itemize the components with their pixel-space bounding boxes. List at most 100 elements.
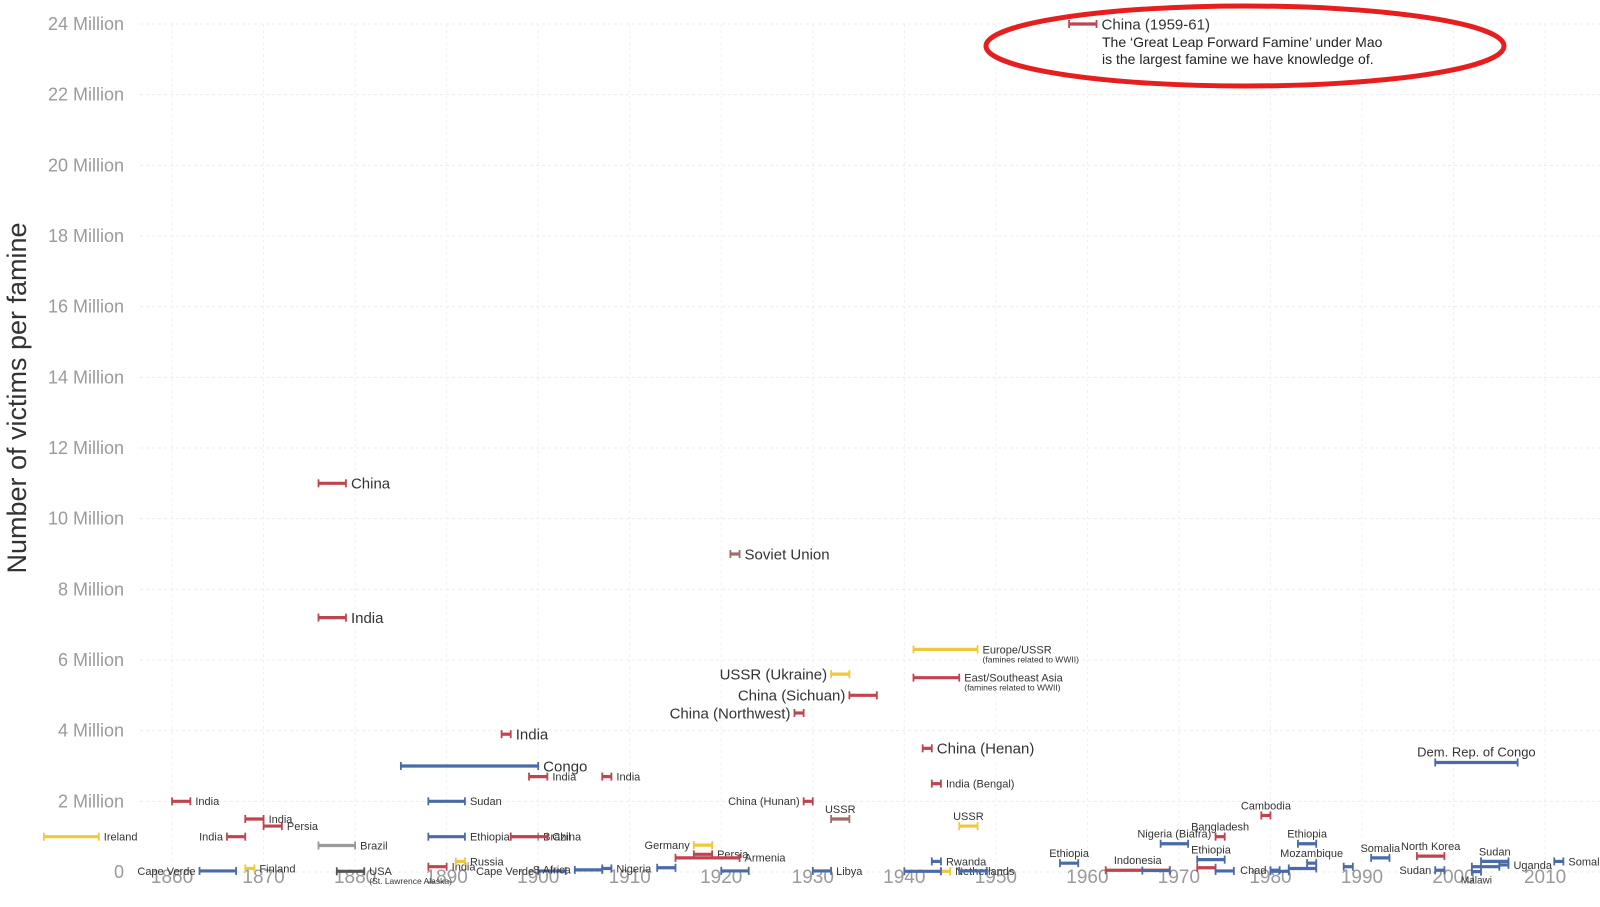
famine-mark <box>656 863 677 872</box>
famine-label: China (Hunan) <box>728 796 800 808</box>
famine-label: USA <box>369 866 392 878</box>
famine-label: Ethiopia <box>1191 845 1232 857</box>
famine-label: Persia <box>287 821 319 833</box>
famine-mark: Armenia <box>674 853 787 865</box>
famine-label: India (Bengal) <box>946 779 1015 791</box>
famine-mark <box>1342 862 1354 871</box>
famine-label: Ethiopia <box>1287 829 1328 841</box>
famine-label: East/Southeast Asia <box>964 673 1063 685</box>
famine-mark <box>1214 866 1235 875</box>
famine-label: Cape Verde <box>476 866 534 878</box>
famine-mark: Brazil <box>317 840 388 852</box>
famine-mark: India <box>244 814 294 826</box>
famine-mark: Nigeria <box>601 863 652 875</box>
famine-mark: China (1959-61) <box>1068 16 1210 33</box>
famine-label: India <box>552 771 577 783</box>
famine-sublabel: (famines related to WWII) <box>964 683 1061 693</box>
famine-mark <box>1287 864 1318 873</box>
famine-mark: Ethiopia <box>1191 845 1232 864</box>
y-tick-label: 24 Million <box>48 14 124 34</box>
famine-label: Somalia <box>1568 856 1600 868</box>
famine-label: Germany <box>645 840 691 852</box>
famine-label: Ireland <box>104 832 138 844</box>
famine-mark: India <box>528 771 577 783</box>
famine-label: Nigeria <box>616 863 652 875</box>
famine-mark <box>958 866 988 875</box>
famine-label: Brazil <box>543 832 571 844</box>
famine-label: Sudan <box>1399 865 1431 877</box>
famine-mark: Nigeria (Biafra) <box>1137 829 1211 848</box>
famine-mark: Russia <box>454 856 505 868</box>
y-tick-label: 22 Million <box>48 85 124 105</box>
y-tick-label: 8 Million <box>58 579 124 599</box>
famine-label: India <box>452 862 477 874</box>
famine-label: Armenia <box>745 853 787 865</box>
famine-mark: Europe/USSR(famines related to WWII) <box>912 644 1079 664</box>
famine-label: Mozambique <box>1280 848 1343 860</box>
famine-label: Soviet Union <box>745 546 830 563</box>
famine-mark: China <box>509 832 582 844</box>
famine-mark: Sudan <box>1399 865 1446 877</box>
famine-mark <box>1470 862 1501 871</box>
famine-label: India <box>269 814 294 826</box>
famine-mark: China (Northwest) <box>670 705 805 722</box>
famine-label: Rwanda <box>946 856 987 868</box>
famine-mark <box>1141 866 1171 875</box>
y-axis-title: Number of victims per famine <box>2 222 32 573</box>
famine-mark: Ethiopia <box>427 832 511 844</box>
famine-label: Sudan <box>470 796 502 808</box>
famine-label: S Africa <box>533 865 572 877</box>
famine-label: Cambodia <box>1241 800 1292 812</box>
famine-label: North Korea <box>1401 841 1461 853</box>
famine-mark: China (Sichuan) <box>738 688 878 705</box>
famine-label: India <box>351 610 384 627</box>
famine-label: Chad <box>1240 865 1266 877</box>
famine-label: China (Sichuan) <box>738 688 846 705</box>
x-tick-label: 2010 <box>1524 867 1566 888</box>
y-tick-labels: 0 2 Million 4 Million 6 Million 8 Million 10 … <box>48 14 124 882</box>
famine-label: Cape Verde <box>137 866 195 878</box>
famine-label: USSR <box>825 804 856 816</box>
y-tick-label: 0 <box>114 862 124 882</box>
famine-label: Dem. Rep. of Congo <box>1417 744 1536 759</box>
famine-label: China (Northwest) <box>670 705 791 722</box>
y-tick-label: 16 Million <box>48 297 124 317</box>
famine-mark: India <box>500 726 549 743</box>
famine-mark: USSR <box>825 804 856 823</box>
famine-label: Brazil <box>360 840 388 852</box>
famine-mark: India <box>601 771 641 783</box>
famine-mark: India (Bengal) <box>930 779 1015 791</box>
famine-label: India <box>616 771 641 783</box>
famine-mark: Cape Verde <box>137 866 238 878</box>
famine-label: China <box>552 832 582 844</box>
famine-label: Libya <box>836 866 863 878</box>
y-tick-label: 10 Million <box>48 509 124 529</box>
famine-sublabel: (St. Lawrence Alaska) <box>369 876 452 886</box>
callout-line-2: The ‘Great Leap Forward Famine’ under Ma… <box>1102 34 1383 50</box>
x-tick-label: 2000 <box>1432 867 1474 888</box>
famine-mark: Persia <box>262 821 319 833</box>
highlight-ellipse <box>983 3 1507 89</box>
famine-mark: India <box>427 862 477 874</box>
famine-label: China (1959-61) <box>1102 16 1210 33</box>
famine-mark: Ethiopia <box>1049 848 1090 868</box>
famine-mark: Rwanda <box>930 856 987 868</box>
famine-mark: Finland <box>244 863 295 875</box>
famine-mark: Sudan <box>427 796 502 808</box>
famine-label: China <box>351 476 391 493</box>
famine-label: Russia <box>470 856 505 868</box>
famine-label: India <box>195 796 220 808</box>
famine-mark: Sudan <box>1479 846 1511 866</box>
y-tick-label: 20 Million <box>48 155 124 175</box>
famine-label: Ethiopia <box>1049 848 1090 860</box>
callout-line-3: is the largest famine we have knowledge … <box>1102 51 1374 67</box>
x-tick-label: 1990 <box>1341 867 1383 888</box>
famine-mark: Somalia <box>1360 843 1401 862</box>
famine-label: India <box>199 832 224 844</box>
famine-mark: Ethiopia <box>1287 829 1328 848</box>
famine-label: Indonesia <box>1114 855 1163 867</box>
famine-mark: Ireland <box>42 832 138 844</box>
famine-mark: USSR <box>953 811 984 831</box>
